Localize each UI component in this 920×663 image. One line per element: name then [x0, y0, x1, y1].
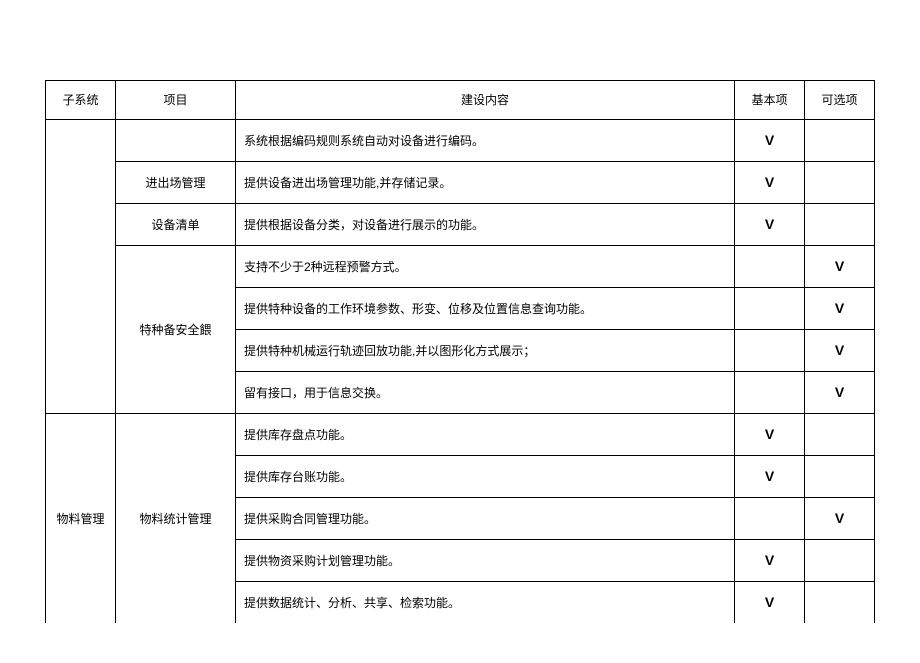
table-body: 系统根据编码规则系统自动对设备进行编码。 V 进出场管理 提供设备进出场管理功能… [46, 120, 875, 624]
cell-content: 支持不少于2种远程预警方式。 [236, 246, 735, 288]
cell-basic: V [735, 414, 805, 456]
cell-basic: V [735, 120, 805, 162]
specification-table: 子系统 项目 建设内容 基本项 可选项 系统根据编码规则系统自动对设备进行编码。… [45, 80, 875, 623]
cell-content: 提供数据统计、分析、共享、检索功能。 [236, 582, 735, 624]
header-basic: 基本项 [735, 81, 805, 120]
cell-project [116, 120, 236, 162]
cell-basic [735, 498, 805, 540]
cell-project: 特种备安全餵 [116, 246, 236, 414]
cell-subsystem [46, 120, 116, 414]
table-row: 系统根据编码规则系统自动对设备进行编码。 V [46, 120, 875, 162]
cell-basic [735, 330, 805, 372]
cell-optional: V [805, 288, 875, 330]
cell-optional: V [805, 498, 875, 540]
cell-project: 设备清单 [116, 204, 236, 246]
cell-basic: V [735, 456, 805, 498]
cell-basic: V [735, 582, 805, 624]
cell-optional [805, 204, 875, 246]
cell-content: 提供库存台账功能。 [236, 456, 735, 498]
cell-content: 提供根据设备分类，对设备进行展示的功能。 [236, 204, 735, 246]
cell-optional: V [805, 372, 875, 414]
cell-basic [735, 372, 805, 414]
cell-optional [805, 582, 875, 624]
cell-content: 提供特种机械运行轨迹回放功能,并以图形化方式展示； [236, 330, 735, 372]
header-optional: 可选项 [805, 81, 875, 120]
cell-basic [735, 246, 805, 288]
cell-project: 物料统计管理 [116, 414, 236, 624]
table-row: 设备清单 提供根据设备分类，对设备进行展示的功能。 V [46, 204, 875, 246]
cell-basic: V [735, 540, 805, 582]
header-content: 建设内容 [236, 81, 735, 120]
cell-content: 提供采购合同管理功能。 [236, 498, 735, 540]
table-row: 物料管理 物料统计管理 提供库存盘点功能。 V [46, 414, 875, 456]
cell-content: 提供库存盘点功能。 [236, 414, 735, 456]
cell-basic: V [735, 204, 805, 246]
cell-content: 提供设备进出场管理功能,并存储记录。 [236, 162, 735, 204]
cell-optional [805, 120, 875, 162]
cell-subsystem: 物料管理 [46, 414, 116, 624]
cell-optional [805, 414, 875, 456]
cell-content: 提供特种设备的工作环境参数、形变、位移及位置信息查询功能。 [236, 288, 735, 330]
header-subsystem: 子系统 [46, 81, 116, 120]
cell-project: 进出场管理 [116, 162, 236, 204]
table-header-row: 子系统 项目 建设内容 基本项 可选项 [46, 81, 875, 120]
cell-optional: V [805, 330, 875, 372]
cell-content: 系统根据编码规则系统自动对设备进行编码。 [236, 120, 735, 162]
cell-content: 留有接口，用于信息交换。 [236, 372, 735, 414]
cell-content: 提供物资采购计划管理功能。 [236, 540, 735, 582]
table-row: 特种备安全餵 支持不少于2种远程预警方式。 V [46, 246, 875, 288]
cell-optional [805, 456, 875, 498]
cell-basic [735, 288, 805, 330]
table-row: 进出场管理 提供设备进出场管理功能,并存储记录。 V [46, 162, 875, 204]
header-project: 项目 [116, 81, 236, 120]
cell-optional: V [805, 246, 875, 288]
cell-optional [805, 162, 875, 204]
cell-optional [805, 540, 875, 582]
cell-basic: V [735, 162, 805, 204]
